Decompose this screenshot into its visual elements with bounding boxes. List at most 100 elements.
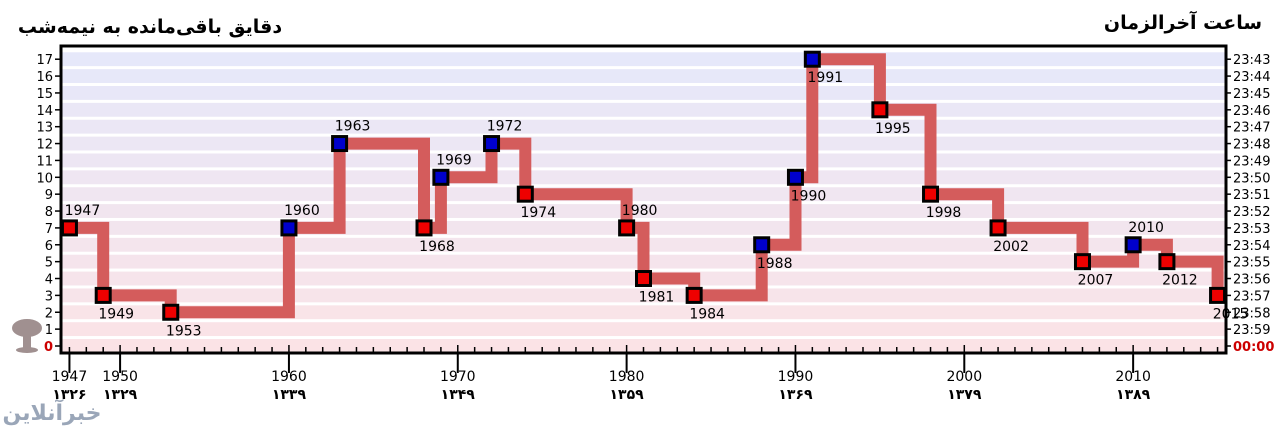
marker-1947: [60, 219, 78, 237]
y-right-tick-label: 23:45: [1233, 87, 1270, 102]
grid-band: [61, 136, 1226, 151]
y-right-tick-label: 23:55: [1233, 256, 1270, 271]
marker-1991: [803, 50, 821, 68]
grid-band: [61, 339, 1226, 353]
data-markers: [60, 50, 1227, 321]
data-label-1998: 1998: [926, 205, 962, 221]
y-right-tick-label: 23:44: [1233, 70, 1270, 85]
y-tick-label: 6: [45, 239, 53, 254]
data-label-1969: 1969: [436, 152, 472, 168]
grid-band: [61, 69, 1226, 84]
y-tick-label: 17: [36, 53, 53, 68]
grid-band: [61, 322, 1226, 337]
grid-band: [61, 187, 1226, 202]
y-tick-label: 5: [45, 256, 53, 271]
marker-1949: [94, 286, 112, 304]
y-right-tick-label: 23:52: [1233, 205, 1270, 220]
x-tick-label: 1980: [609, 369, 645, 385]
watermark-logo: خبرآنلاین: [2, 398, 101, 426]
y-right-tick-label: 23:51: [1233, 188, 1270, 203]
grid-band: [61, 170, 1226, 185]
y-right-tick-label: 23:48: [1233, 138, 1270, 153]
grid-band: [61, 305, 1226, 320]
x-tick-label-persian: ۱۳۴۹: [441, 387, 476, 403]
x-tick-label-persian: ۱۳۲۶: [52, 387, 86, 403]
data-label-1981: 1981: [639, 290, 675, 306]
y-right-tick-label: 23:43: [1233, 53, 1270, 68]
x-tick-label-persian: ۱۳۸۹: [1116, 387, 1151, 403]
marker-1988: [753, 236, 771, 254]
y-right-tick-label: 23:59: [1233, 323, 1270, 338]
y-tick-label: 10: [36, 171, 53, 186]
data-label-1968: 1968: [419, 239, 455, 255]
step-line: [69, 53, 1224, 319]
y-right-tick-label: 23:58: [1233, 306, 1270, 321]
y-right-tick-label: 23:49: [1233, 154, 1270, 169]
data-label-2002: 2002: [993, 239, 1029, 255]
x-tick-label: 1970: [440, 369, 476, 385]
y-tick-label: 8: [45, 205, 53, 220]
marker-1984: [685, 286, 703, 304]
x-tick-label: 1960: [271, 369, 307, 385]
marker-2002: [989, 219, 1007, 237]
y-tick-label: 12: [36, 138, 53, 153]
y-right-tick-label: 23:47: [1233, 121, 1270, 136]
y-right-tick-label: 23:50: [1233, 171, 1270, 186]
y-tick-label: 7: [45, 222, 53, 237]
y-tick-label: 4: [45, 273, 53, 288]
data-label-1991: 1991: [808, 70, 844, 86]
y-tick-label: 16: [36, 70, 53, 85]
x-tick-label: 1990: [778, 369, 814, 385]
marker-1969: [432, 168, 450, 186]
y-right-tick-label: 23:54: [1233, 239, 1270, 254]
y-right-tick-label: 23:46: [1233, 104, 1270, 119]
data-label-2010: 2010: [1128, 220, 1164, 236]
data-label-1947: 1947: [65, 203, 101, 219]
y-right-tick-label: 23:57: [1233, 289, 1270, 304]
data-label-1980: 1980: [622, 203, 658, 219]
y-tick-label: 11: [36, 154, 53, 169]
data-label-1960: 1960: [284, 203, 320, 219]
grid-band: [61, 119, 1226, 134]
marker-1968: [415, 219, 433, 237]
data-label-1963: 1963: [335, 119, 371, 135]
data-label-1949: 1949: [98, 306, 134, 322]
marker-1960: [280, 219, 298, 237]
y-tick-label: 13: [36, 121, 53, 136]
marker-1963: [331, 135, 349, 153]
y-tick-label: 9: [45, 188, 53, 203]
x-tick-label: 1947: [52, 369, 88, 385]
data-label-1984: 1984: [689, 306, 725, 322]
marker-1974: [516, 185, 534, 203]
y-tick-label: 15: [36, 87, 53, 102]
marker-2010: [1124, 236, 1142, 254]
marker-1995: [871, 101, 889, 119]
marker-2012: [1158, 253, 1176, 271]
chart-title-right: ساعت آخرالزمان: [1104, 10, 1262, 34]
marker-1981: [635, 270, 652, 288]
y-right-tick-label: 23:56: [1233, 273, 1270, 288]
marker-1990: [786, 168, 804, 186]
x-tick-label-persian: ۱۳۳۹: [272, 387, 307, 403]
grid-band: [61, 204, 1226, 218]
y-tick-label: 3: [45, 289, 53, 304]
marker-2015: [1209, 286, 1227, 304]
x-tick-label-persian: ۱۳۶۹: [778, 387, 813, 403]
y-tick-label: 2: [45, 306, 53, 321]
data-label-1988: 1988: [757, 256, 793, 272]
marker-1998: [922, 185, 940, 203]
data-label-1995: 1995: [875, 121, 911, 137]
data-label-1953: 1953: [166, 323, 202, 339]
x-tick-label-persian: ۱۳۵۹: [610, 387, 645, 403]
data-label-2007: 2007: [1078, 273, 1114, 289]
marker-1972: [483, 135, 501, 153]
grid-band: [61, 52, 1226, 67]
grid-band: [61, 153, 1226, 168]
x-tick-label-persian: ۱۳۷۹: [947, 387, 982, 403]
grid-band: [61, 86, 1226, 100]
marker-1953: [162, 303, 180, 321]
y-right-tick-label: 00:00: [1233, 340, 1274, 355]
marker-1980: [618, 219, 636, 237]
